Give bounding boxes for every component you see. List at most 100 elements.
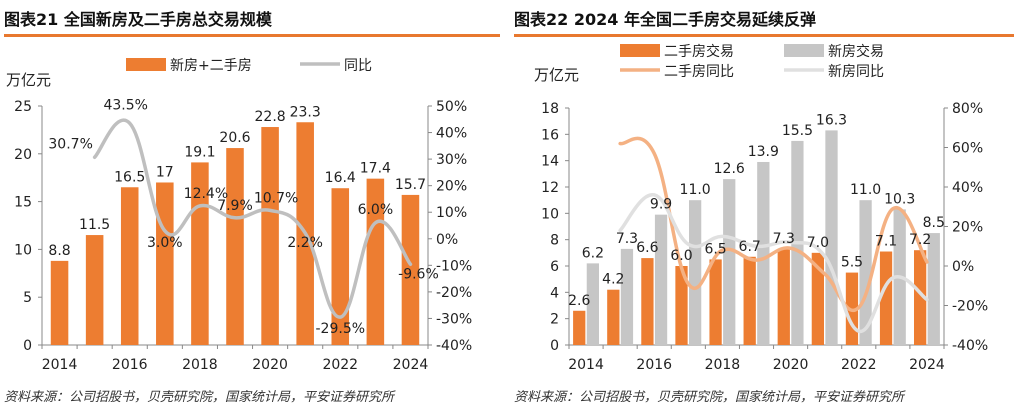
bar-data-label: 5.5	[841, 255, 863, 271]
bar-新房+二手房-2019	[226, 148, 244, 345]
bar-data-label: 7.1	[875, 234, 897, 250]
bar-新房交易-2014	[586, 263, 599, 345]
bar-data-label: 20.6	[219, 130, 250, 146]
bar-data-label: 15.5	[782, 123, 813, 139]
y-right-tick-label: 60%	[952, 141, 983, 157]
bar-二手房交易-2015	[607, 289, 620, 345]
bar-二手房交易-2023	[879, 251, 893, 345]
bar-新房+二手房-2024	[401, 194, 420, 345]
y-left-tick-label: 12	[541, 180, 559, 196]
chart-panel-left: 图表21 全国新房及二手房总交易规模 0 5 10 15 20 25 -40% -30% -20…	[4, 0, 504, 414]
y-right-tick-label: -10%	[436, 258, 472, 274]
bar-二手房交易-2016	[641, 258, 654, 345]
x-tick-label: 2020	[252, 357, 288, 373]
legend-label-二手房同比: 二手房同比	[664, 64, 734, 80]
y-left-tick-label: 10	[14, 242, 32, 258]
bar-data-label: 7.3	[773, 231, 795, 247]
bar-data-label: 12.6	[714, 161, 745, 177]
bar-data-label: 6.6	[636, 240, 658, 256]
line-data-label: 3.0%	[147, 235, 183, 251]
bar-data-label: 13.9	[748, 144, 779, 160]
bar-data-label: 22.8	[255, 109, 286, 125]
y-right-tick-label: -40%	[436, 338, 472, 354]
y-right-tick-label: 40%	[952, 180, 983, 196]
bar-新房+二手房-2014	[50, 260, 69, 345]
y-left-tick-label: 18	[541, 101, 559, 117]
legend-swatch-二手房交易	[620, 44, 660, 57]
x-tick-label: 2018	[182, 357, 218, 373]
x-tick-label: 2022	[322, 357, 358, 373]
bar-新房交易-2019	[757, 161, 770, 345]
chart-title: 图表21 全国新房及二手房总交易规模	[4, 10, 272, 29]
y-right-tick-label: 0%	[436, 232, 458, 248]
y-left-tick-label: 25	[14, 99, 32, 115]
legend-label-新房+二手房: 新房+二手房	[170, 58, 252, 74]
y-axis-unit-label: 万亿元	[534, 66, 579, 84]
y-left-tick-label: 10	[541, 206, 559, 222]
source-note: 资料来源：公司招股书，贝壳研究院，国家统计局，平安证券研究所	[514, 390, 905, 405]
line-新房同比	[618, 193, 929, 333]
legend-swatch-新房交易	[784, 44, 824, 57]
line-二手房同比	[618, 136, 929, 312]
bar-二手房交易-2024	[914, 250, 927, 345]
bar-data-label: 23.3	[290, 104, 321, 120]
chart-right-svg: 0 2 4 6 8 10 12 14 16 18 -40% -20% 0% 20% 40% 60% 80% 201…	[534, 43, 988, 373]
bar-data-label: 15.7	[395, 177, 426, 193]
bar-二手房交易-2021	[811, 252, 824, 345]
bar-data-label: 11.0	[680, 182, 711, 198]
y-right-tick-label: 40%	[436, 126, 467, 142]
y-right-tick-label: 20%	[952, 220, 983, 236]
legend-label-新房交易: 新房交易	[828, 43, 884, 60]
line-data-label: 43.5%	[103, 97, 147, 113]
bar-data-label: 16.4	[325, 170, 356, 186]
bar-data-label: 4.2	[602, 272, 624, 288]
x-tick-label: 2024	[393, 357, 429, 373]
bar-data-label: 6.2	[582, 245, 604, 261]
title-underline	[4, 34, 500, 37]
x-tick-label: 2016	[636, 357, 672, 373]
bar-二手房交易-2017	[675, 266, 688, 345]
legend-label-同比: 同比	[344, 58, 372, 74]
y-left-tick-label: 2	[550, 312, 559, 328]
bar-data-label: 7.0	[807, 235, 829, 251]
y-right-tick-label: 30%	[436, 152, 467, 168]
bar-data-label: 6.7	[739, 239, 761, 255]
line-data-label: 7.9%	[217, 198, 253, 214]
y-left-tick-label: 14	[541, 154, 559, 170]
line-data-label: 10.7%	[254, 190, 298, 206]
bar-新房+二手房-2020	[261, 127, 279, 345]
y-right-tick-label: -40%	[952, 338, 988, 354]
bar-新房+二手房-2015	[85, 235, 104, 345]
bar-新房交易-2022	[859, 200, 872, 345]
chart-title: 图表22 2024 年全国二手房交易延续反弹	[514, 10, 816, 29]
y-right-tick-label: -20%	[952, 299, 988, 315]
bar-新房交易-2024	[927, 233, 940, 345]
bar-二手房交易-2018	[709, 259, 722, 345]
bar-data-label: 7.2	[909, 232, 931, 248]
y-left-tick-label: 0	[23, 338, 32, 354]
bar-新房+二手房-2017	[156, 182, 174, 345]
line-data-label: -9.6%	[398, 266, 439, 282]
bar-data-label: 10.3	[884, 191, 915, 207]
line-data-label: 2.2%	[287, 235, 323, 251]
bar-data-label: 17.4	[360, 161, 391, 177]
chart-left-svg: 0 5 10 15 20 25 -40% -30% -20% -10% 0% 10% 20% 30% 40%…	[6, 58, 472, 373]
bar-data-label: 6.5	[704, 241, 726, 257]
y-right-tick-label: 80%	[952, 101, 983, 117]
y-right-tick-label: 10%	[436, 205, 467, 221]
y-left-tick-label: 20	[14, 147, 32, 163]
y-left-tick-label: 4	[550, 285, 559, 301]
x-tick-label: 2022	[841, 357, 877, 373]
y-left-tick-label: 5	[23, 290, 32, 306]
y-left-tick-label: 15	[14, 195, 32, 211]
bar-data-label: 8.5	[923, 215, 945, 231]
legend-label-二手房交易: 二手房交易	[664, 43, 734, 60]
bar-data-label: 2.6	[568, 293, 590, 309]
y-right-tick-label: 50%	[436, 99, 467, 115]
y-axis-unit-label: 万亿元	[6, 71, 51, 89]
title-underline	[514, 34, 1014, 37]
legend-label-新房同比: 新房同比	[828, 64, 884, 80]
line-同比	[92, 118, 413, 319]
bar-data-label: 8.8	[48, 243, 70, 259]
bar-data-label: 9.9	[650, 197, 672, 213]
